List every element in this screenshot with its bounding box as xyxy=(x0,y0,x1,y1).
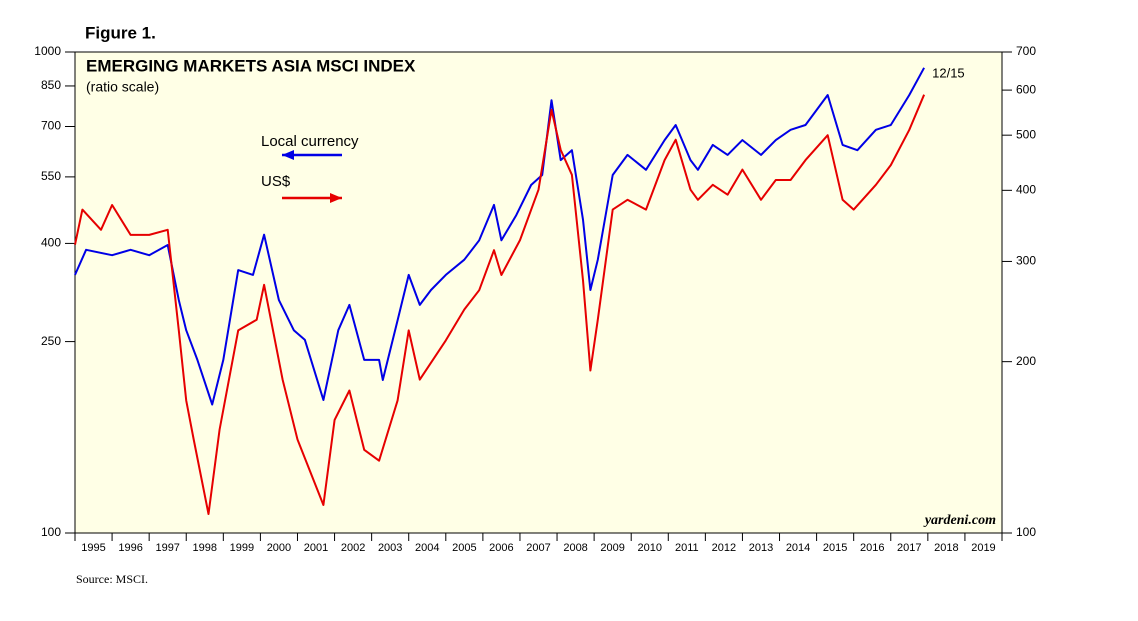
x-tick-label: 2006 xyxy=(489,542,513,554)
watermark: yardeni.com xyxy=(923,513,996,528)
x-tick-label: 2000 xyxy=(267,542,291,554)
x-tick-label: 2015 xyxy=(823,542,847,554)
x-tick-label: 2007 xyxy=(526,542,550,554)
y2-tick-label: 200 xyxy=(1016,354,1036,368)
chart-title: EMERGING MARKETS ASIA MSCI INDEX xyxy=(86,56,416,75)
x-tick-label: 2005 xyxy=(452,542,476,554)
x-tick-label: 1999 xyxy=(230,542,254,554)
x-tick-label: 2009 xyxy=(600,542,624,554)
y2-tick-label: 400 xyxy=(1016,183,1036,197)
y2-tick-label: 100 xyxy=(1016,525,1036,539)
end-annotation: 12/15 xyxy=(932,65,965,80)
x-tick-label: 2012 xyxy=(712,542,736,554)
x-tick-label: 2019 xyxy=(971,542,995,554)
y-tick-label: 850 xyxy=(41,78,61,92)
y2-tick-label: 300 xyxy=(1016,254,1036,268)
x-tick-label: 2014 xyxy=(786,542,810,554)
x-tick-label: 2013 xyxy=(749,542,773,554)
y-tick-label: 1000 xyxy=(34,44,61,58)
x-tick-label: 2001 xyxy=(304,542,328,554)
y2-tick-label: 700 xyxy=(1016,44,1036,58)
x-tick-label: 2002 xyxy=(341,542,365,554)
legend-label: US$ xyxy=(261,173,291,190)
y-tick-label: 550 xyxy=(41,169,61,183)
legend-arrowhead xyxy=(282,150,294,160)
x-tick-label: 2010 xyxy=(637,542,661,554)
y-tick-label: 250 xyxy=(41,334,61,348)
x-tick-label: 2017 xyxy=(897,542,921,554)
source: Source: MSCI. xyxy=(76,572,148,586)
plot-area xyxy=(74,51,1003,534)
legend-arrowhead xyxy=(330,193,342,203)
series-line xyxy=(74,94,926,515)
series-line xyxy=(74,67,925,406)
x-tick-label: 1997 xyxy=(155,542,179,554)
y-tick-label: 100 xyxy=(41,525,61,539)
x-tick-label: 2016 xyxy=(860,542,884,554)
y-tick-label: 700 xyxy=(41,119,61,133)
x-tick-label: 2011 xyxy=(675,542,699,554)
x-tick-label: 2008 xyxy=(563,542,587,554)
chart-subtitle: (ratio scale) xyxy=(86,79,159,95)
x-tick-label: 2003 xyxy=(378,542,402,554)
x-tick-label: 1996 xyxy=(118,542,142,554)
y2-tick-label: 500 xyxy=(1016,127,1036,141)
figure-label: Figure 1. xyxy=(85,23,156,42)
y2-tick-label: 600 xyxy=(1016,82,1036,96)
x-tick-label: 1995 xyxy=(81,542,105,554)
y-tick-label: 400 xyxy=(41,236,61,250)
x-tick-label: 2018 xyxy=(934,542,958,554)
x-tick-label: 2004 xyxy=(415,542,439,554)
legend-label: Local currency xyxy=(261,133,359,150)
x-tick-label: 1998 xyxy=(193,542,217,554)
